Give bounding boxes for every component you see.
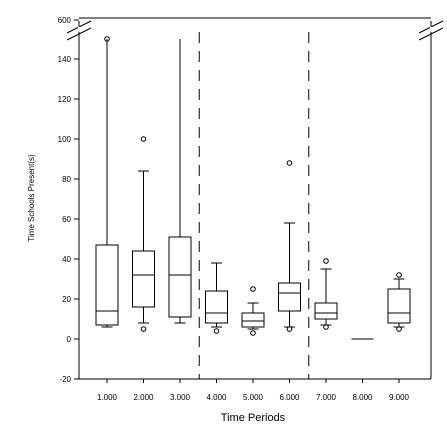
y-tick-label: 600 — [58, 16, 72, 25]
box-body — [314, 302, 338, 320]
x-tick-label: 7.000 — [316, 393, 337, 402]
outlier-point — [104, 36, 110, 42]
x-tick-label: 2.000 — [133, 393, 154, 402]
y-tick-label: 60 — [62, 215, 71, 224]
box-body — [387, 288, 411, 324]
y-tick-label: 0 — [67, 335, 72, 344]
x-tick-label: 3.000 — [170, 393, 191, 402]
outlier-point — [323, 324, 329, 330]
box-6.000 — [278, 160, 301, 332]
box-2.000 — [132, 136, 155, 332]
x-tick-label: 6.000 — [279, 393, 300, 402]
box-body — [205, 290, 228, 324]
outlier-point — [140, 326, 147, 332]
x-tick-label: 8.000 — [352, 393, 373, 402]
y-tick-label: 140 — [58, 55, 72, 64]
x-axis: 1.000 2.000 3.000 4.000 5.000 6.000 7.000 8.000… — [97, 379, 410, 402]
break-slash — [66, 27, 92, 41]
plot-frame — [78, 17, 432, 380]
break-slash — [418, 27, 444, 41]
box-7.000 — [314, 258, 338, 330]
y-tick-label: -20 — [59, 375, 71, 384]
x-tick-label: 5.000 — [243, 393, 264, 402]
box-body — [278, 282, 301, 312]
y-tick-label: 100 — [58, 135, 72, 144]
box-body — [241, 312, 265, 328]
outlier-point — [286, 160, 293, 166]
box-body — [95, 244, 119, 326]
box-series — [95, 36, 411, 340]
outlier-point — [286, 326, 293, 332]
outlier-point — [140, 136, 147, 142]
x-tick-label: 1.000 — [97, 393, 118, 402]
y-axis-label: Time Schools Present(s) — [27, 154, 36, 242]
box-body — [132, 250, 155, 308]
y-tick-label: 120 — [58, 95, 72, 104]
y-tick-label: 80 — [62, 175, 71, 184]
y-tick-label: 40 — [62, 255, 71, 264]
outlier-point — [213, 328, 220, 334]
box-4.000 — [205, 262, 228, 334]
box-body — [168, 236, 192, 318]
outlier-point — [396, 272, 402, 278]
x-tick-label: 4.000 — [206, 393, 227, 402]
box-9.000 — [387, 272, 411, 332]
outlier-point — [250, 286, 256, 292]
outlier-point — [323, 258, 329, 264]
break-gap — [78, 27, 80, 32]
x-tick-label: 9.000 — [389, 393, 410, 402]
axis-break-marks — [66, 20, 444, 41]
break-gap — [430, 27, 432, 32]
box-5.000 — [241, 286, 265, 336]
outlier-point — [396, 326, 402, 332]
box-1.000 — [95, 36, 119, 328]
x-axis-label: Time Periods — [221, 412, 286, 424]
box-3.000 — [168, 39, 192, 324]
y-axis: -20 0 20 40 60 80 100 120 140 600 — [58, 16, 79, 384]
group-separators — [198, 32, 310, 379]
outlier-point — [250, 330, 256, 336]
y-tick-label: 20 — [62, 295, 71, 304]
